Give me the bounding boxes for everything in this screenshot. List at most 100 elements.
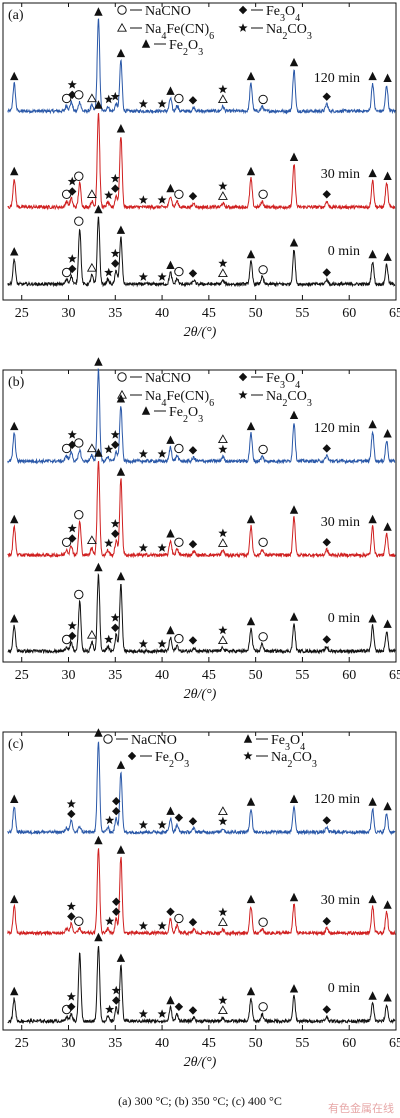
triangle-filled-marker [10,986,19,996]
figure-caption: (a) 300 °C; (b) 350 °C; (c) 400 °C [118,1094,282,1108]
triangle-filled-marker [116,953,126,962]
x-tick-label: 55 [295,306,309,321]
phase-marker-group [86,443,97,453]
phase-marker-group [112,797,121,816]
star-marker [157,449,167,458]
triangle-filled-marker [94,728,103,737]
triangle-filled-marker [10,421,19,431]
triangle-filled-marker [289,410,299,420]
x-tick-label: 35 [108,1036,122,1051]
phase-marker-group [94,728,103,737]
phase-marker-group [289,984,299,993]
triangle-filled-marker [289,984,299,993]
legend-label: Fe2O3 [155,750,189,770]
x-tick-label: 25 [15,306,29,321]
triangle-filled-marker [383,171,392,180]
triangle-filled-marker [246,616,256,626]
xrd-panel-3: 25 30 35 40 45 50 55 60 65 2θ/(°) (c) NaCNO Fe3O4 Fe2… [2,728,400,1070]
diamond-marker [111,623,120,632]
x-tick-label: 30 [62,306,76,321]
phase-marker-group [10,247,19,256]
phase-marker-group [166,86,175,95]
phase-marker-group [166,907,175,916]
series-label: 120 min [314,421,360,436]
phase-marker-group [246,166,256,176]
legend-label: Na4Fe(CN)6 [145,389,214,409]
star-marker [110,91,120,101]
legend-diamond-icon [238,5,248,15]
diamond-marker [68,187,77,196]
phase-marker-group [74,171,84,181]
circle-marker [61,189,72,200]
phase-marker-group [104,190,114,200]
phase-marker-group [10,986,19,996]
phase-marker-group [86,262,97,272]
legend-entry: NaCNO [117,4,191,19]
diamond-marker [111,529,120,538]
plot-frame [2,731,397,1031]
phase-marker-group [174,813,184,822]
phase-marker-group [67,523,77,543]
triangle-filled-marker [383,993,392,1002]
diamond-marker [174,1002,184,1011]
diamond-marker [67,809,76,819]
series-label: 30 min [321,167,360,182]
triangle-filled-marker [10,794,19,803]
star-marker [67,430,77,439]
phase-marker-group [157,921,167,930]
diamond-marker [322,1005,331,1014]
x-axis-label: 2θ/(°) [184,325,217,340]
circle-marker [258,632,268,642]
xrd-trace [7,572,396,655]
phase-marker-group [258,94,268,105]
phase-marker-group [246,514,256,524]
x-axis-label: 2θ/(°) [184,687,217,702]
star-marker [218,625,228,635]
x-tick-label: 50 [249,668,263,683]
phase-marker-group [289,505,299,514]
phase-marker-group [66,799,76,819]
triangle-open-marker [217,917,228,926]
triangle-filled-marker [383,801,392,811]
triangle-filled-marker [94,204,103,214]
circle-marker [258,444,268,455]
triangle-open-marker [86,189,97,198]
triangle-open-marker [86,535,97,545]
legend: NaCNO Fe3O4 Na4Fe(CN)6 Na2CO3 Fe2O3 [117,4,312,58]
legend-label: Fe3O4 [271,733,305,753]
triangle-open-marker [217,1005,228,1015]
xrd-trace [7,945,396,1025]
diamond-marker [322,917,331,926]
phase-marker-group [138,449,148,458]
triangle-filled-marker [289,238,299,247]
x-tick-label: 50 [249,306,263,321]
phase-marker-group [104,634,114,644]
legend-entry: Fe2O3 [141,405,203,425]
phase-marker-group [74,90,84,100]
star-marker [218,995,228,1005]
phase-marker-group [138,272,148,281]
triangle-filled-marker [94,448,103,457]
phase-marker-group [383,522,392,531]
phase-marker-group [10,514,19,524]
triangle-filled-marker [368,991,377,1000]
legend-entry: NaCNO [103,733,177,748]
legend-triangle-filled-icon [243,734,253,743]
phase-marker-group [110,518,120,538]
legend-entry: Fe2O3 [127,750,189,770]
phase-marker-group [322,1005,331,1014]
x-axis-label: 2θ/(°) [184,1055,217,1070]
circle-marker [74,589,84,600]
diamond-marker [112,907,121,916]
triangle-filled-marker [10,166,19,176]
triangle-open-marker [217,434,228,444]
panel-label: (b) [8,375,25,390]
star-marker [105,916,115,926]
phase-marker-group [10,614,19,623]
x-tick-label: 55 [295,668,309,683]
diamond-marker [322,635,331,644]
phase-marker-group [289,794,299,803]
triangle-filled-marker [116,571,126,581]
diamond-marker [188,817,198,826]
triangle-filled-marker [383,619,392,628]
